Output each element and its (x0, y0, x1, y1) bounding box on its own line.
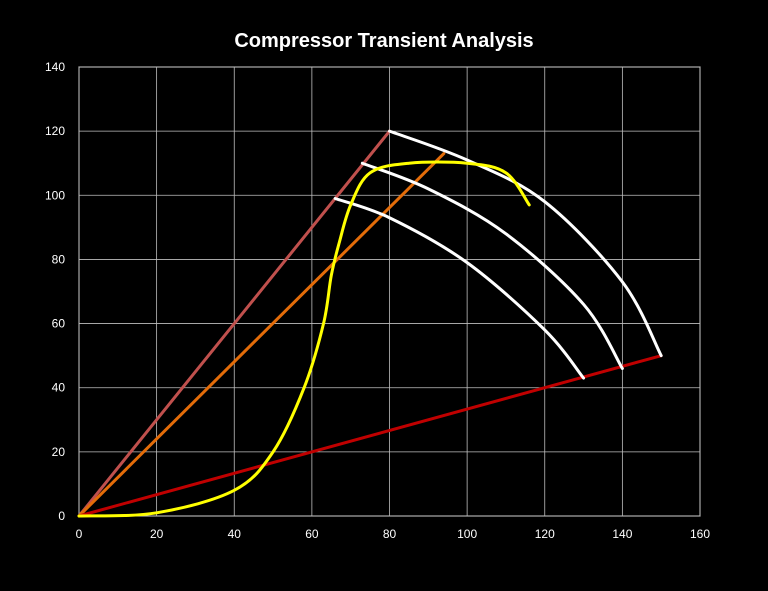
series-line-5 (360, 161, 624, 370)
x-tick-label: 120 (535, 527, 555, 541)
y-tick-label: 60 (52, 317, 66, 331)
series-line-6 (333, 196, 586, 380)
x-tick-label: 40 (228, 527, 242, 541)
x-tick-label: 60 (305, 527, 319, 541)
y-tick-label: 120 (45, 124, 65, 138)
x-tick-label: 140 (612, 527, 632, 541)
series-line-4 (388, 129, 663, 358)
series-line-3 (77, 354, 663, 518)
y-tick-label: 20 (52, 445, 66, 459)
y-tick-label: 0 (58, 509, 65, 523)
chart-title: Compressor Transient Analysis (234, 30, 534, 52)
x-tick-label: 80 (383, 527, 397, 541)
y-tick-label: 80 (52, 252, 66, 266)
series-line-7 (77, 160, 531, 518)
x-tick-label: 20 (150, 527, 164, 541)
y-tick-label: 100 (45, 188, 65, 202)
y-tick-label: 40 (52, 381, 66, 395)
x-tick-label: 0 (76, 527, 83, 541)
x-tick-label: 160 (690, 527, 710, 541)
x-tick-label: 100 (457, 527, 477, 541)
series-line-1 (77, 129, 391, 518)
y-tick-label: 140 (45, 60, 65, 74)
